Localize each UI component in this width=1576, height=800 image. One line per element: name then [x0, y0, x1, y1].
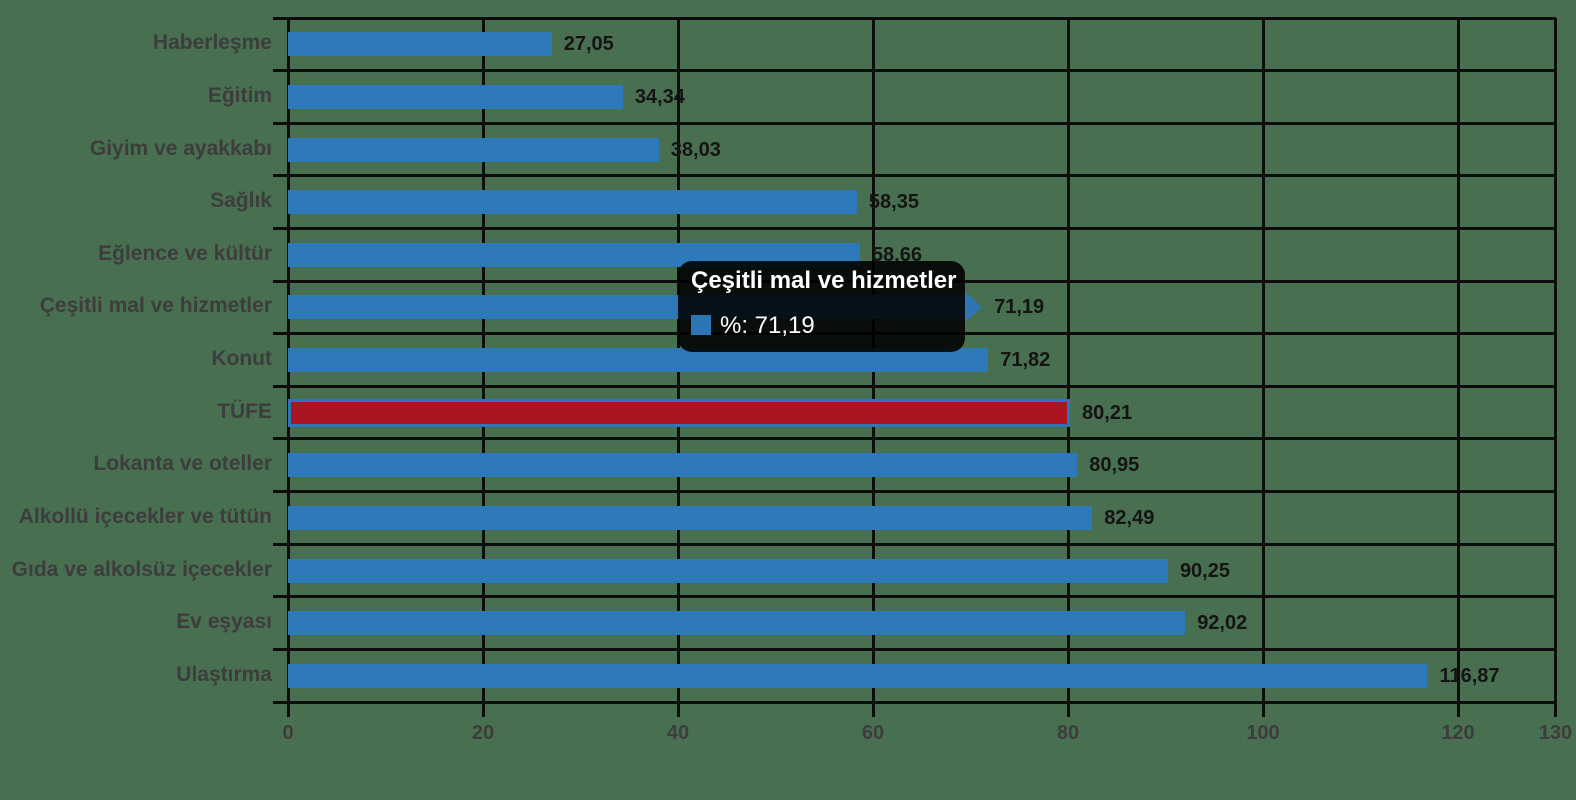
value-label: 58,66 — [871, 243, 922, 266]
series-swatch-icon — [691, 315, 711, 335]
x-tick-label: 130 — [1538, 722, 1573, 744]
category-label: Gıda ve alkolsüz içecekler — [11, 557, 272, 581]
category-label: Konut — [211, 347, 272, 371]
x-tick-label: 80 — [1056, 722, 1080, 744]
gridline-h — [273, 69, 1556, 73]
value-label: 80,95 — [1089, 454, 1140, 477]
x-tick-label: 100 — [1246, 722, 1280, 744]
gridline-h — [273, 174, 1556, 178]
x-tick-label: 60 — [861, 722, 885, 744]
gridline-h — [273, 490, 1556, 494]
value-label: 80,21 — [1082, 401, 1133, 424]
gridline-h — [273, 700, 1556, 704]
bar-2[interactable] — [288, 137, 659, 162]
value-label: 116,87 — [1439, 664, 1500, 687]
value-label: 71,82 — [1000, 349, 1051, 372]
bar-12[interactable] — [288, 663, 1428, 688]
category-label: Giyim ve ayakkabı — [89, 136, 272, 160]
bar-0[interactable] — [288, 32, 552, 57]
gridline-h — [273, 595, 1556, 599]
bar-10[interactable] — [288, 558, 1168, 583]
value-label: 58,35 — [868, 191, 919, 214]
category-label: Haberleşme — [152, 31, 272, 55]
x-tick-label: 120 — [1441, 722, 1475, 744]
category-label: Ev eşyası — [176, 610, 272, 634]
tooltip-title: Çeşitli mal ve hizmetler — [691, 267, 957, 294]
gridline-h — [273, 542, 1556, 546]
bar-8[interactable] — [288, 453, 1078, 478]
bar-11[interactable] — [288, 611, 1186, 636]
value-label: 90,25 — [1179, 559, 1230, 582]
gridline-h — [273, 121, 1556, 125]
value-label: 82,49 — [1104, 506, 1155, 529]
gridline-v — [1554, 18, 1557, 717]
category-label: Eğitim — [207, 83, 272, 107]
category-label: Alkollü içecekler ve tütün — [18, 504, 272, 528]
bar-1[interactable] — [288, 84, 623, 109]
tooltip: Çeşitli mal ve hizmetler %: 71,19 — [678, 261, 965, 352]
value-label: 27,05 — [563, 33, 614, 56]
x-tick-label: 0 — [282, 722, 294, 744]
bar-6[interactable] — [288, 348, 989, 373]
x-tick-label: 40 — [666, 722, 690, 744]
bar-3[interactable] — [288, 190, 857, 215]
x-tick-label: 20 — [471, 722, 495, 744]
category-label: Sağlık — [210, 189, 272, 213]
category-label: Lokanta ve oteller — [93, 452, 272, 476]
bar-9[interactable] — [288, 505, 1093, 530]
gridline-v — [1066, 18, 1070, 717]
gridline-h — [273, 384, 1556, 388]
category-label: Eğlence ve kültür — [98, 241, 272, 265]
tooltip-value: %: 71,19 — [720, 312, 815, 339]
bar-7[interactable] — [288, 398, 1071, 427]
category-label: Ulaştırma — [176, 662, 272, 686]
value-label: 92,02 — [1197, 612, 1248, 635]
value-label: 38,03 — [670, 138, 721, 161]
value-label: 34,34 — [634, 85, 685, 108]
bar-pointer-icon — [966, 293, 983, 322]
tooltip-value-row: %: 71,19 — [691, 312, 815, 339]
gridline-h — [273, 226, 1556, 230]
gridline-h — [273, 437, 1556, 441]
gridline-h — [273, 647, 1556, 651]
category-label: TÜFE — [217, 399, 272, 423]
gridline-v — [1261, 18, 1265, 717]
value-label: 71,19 — [994, 296, 1045, 319]
gridline-v — [1456, 18, 1460, 717]
category-label: Çeşitli mal ve hizmetler — [39, 294, 272, 318]
gridline-h — [273, 16, 1556, 20]
